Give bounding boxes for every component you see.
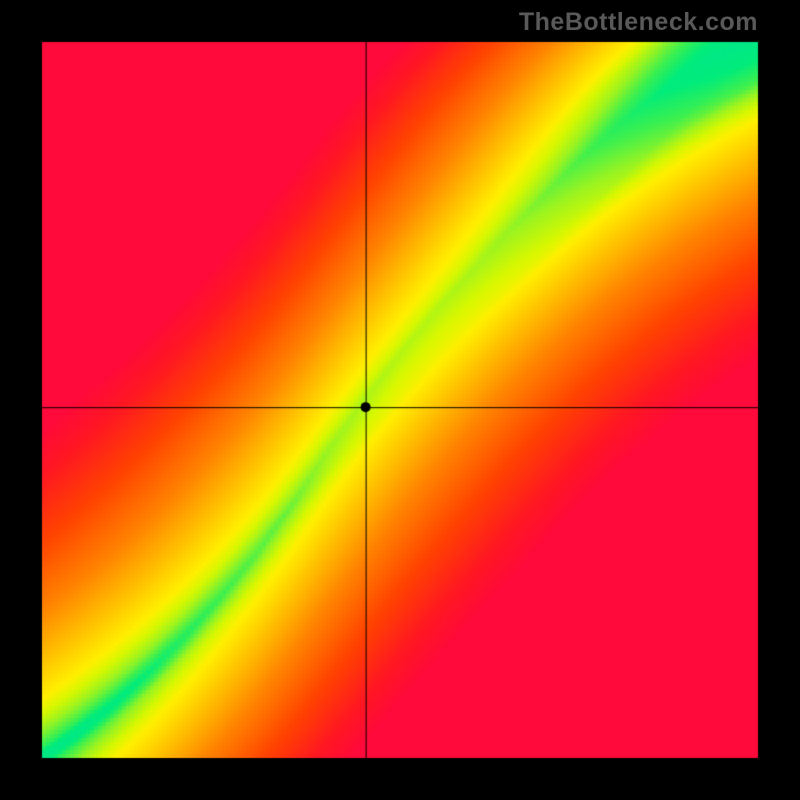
- bottleneck-heatmap: [0, 0, 800, 800]
- chart-container: TheBottleneck.com: [0, 0, 800, 800]
- watermark-text: TheBottleneck.com: [519, 8, 758, 37]
